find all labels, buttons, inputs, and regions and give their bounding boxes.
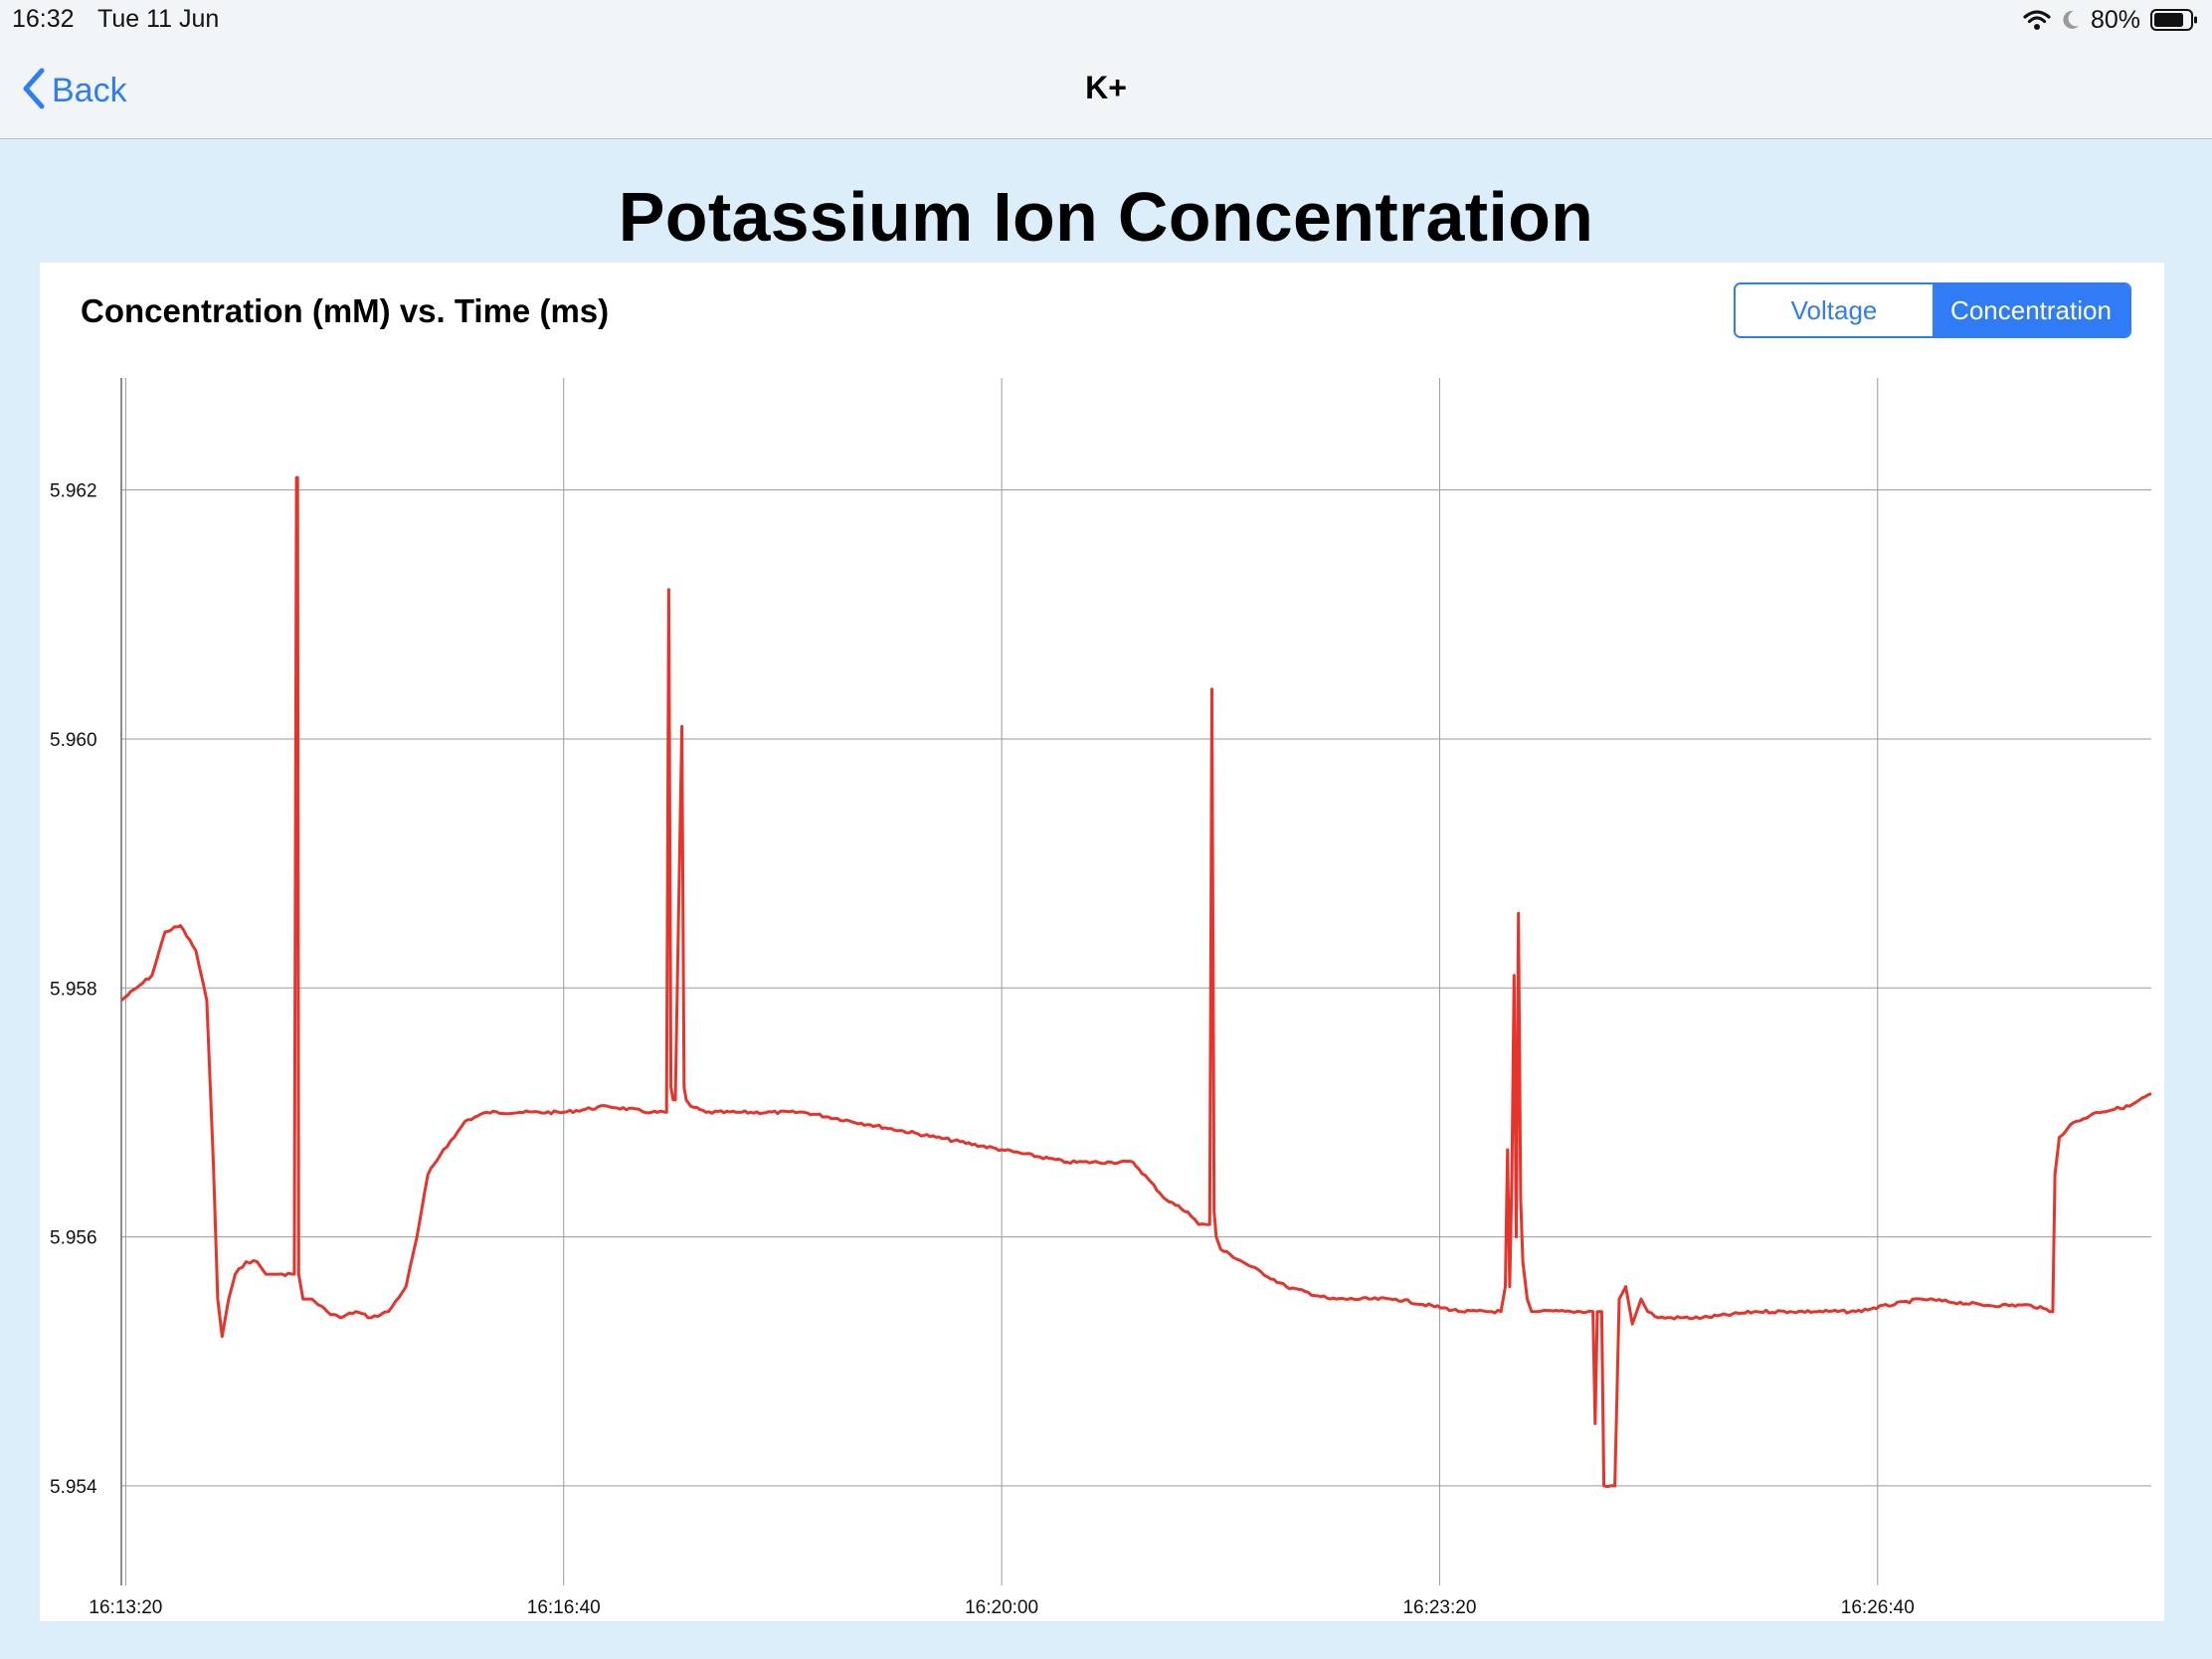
y-tick-label: 5.954 <box>50 1477 97 1498</box>
view-segmented-control[interactable]: Voltage Concentration <box>1734 282 2131 338</box>
y-tick-label: 5.956 <box>50 1228 97 1249</box>
concentration-chart: 5.954 5.956 5.958 5.960 5.962 16:13:20 16:16:… <box>50 378 2152 1618</box>
status-date: Tue 11 Jun <box>97 5 220 33</box>
y-tick-label: 5.958 <box>50 979 97 1000</box>
y-tick-label: 5.962 <box>50 481 97 502</box>
x-tick-label: 16:16:40 <box>527 1597 601 1618</box>
y-tick-label: 5.960 <box>50 730 97 751</box>
x-tick-label: 16:23:20 <box>1402 1597 1476 1618</box>
back-label: Back <box>52 71 127 109</box>
chevron-left-icon <box>22 67 46 115</box>
status-time: 16:32 <box>12 5 75 33</box>
series-line-0 <box>120 475 2152 1489</box>
navigation-bar: Back K+ <box>0 40 2212 139</box>
x-tick-label: 16:13:20 <box>89 1597 162 1618</box>
moon-icon <box>2061 9 2081 31</box>
chart-title: Concentration (mM) vs. Time (ms) <box>81 292 610 329</box>
chart-series <box>120 475 2152 1489</box>
x-tick-label: 16:26:40 <box>1841 1597 1915 1618</box>
segment-voltage[interactable]: Voltage <box>1736 284 1933 336</box>
back-button[interactable]: Back <box>22 66 127 115</box>
wifi-icon <box>2023 9 2051 31</box>
y-axis-ticks: 5.954 5.956 5.958 5.960 5.962 <box>50 481 97 1498</box>
x-axis-ticks: 16:13:20 16:16:40 16:20:00 16:23:20 16:26:40 <box>89 1597 1914 1618</box>
page-title: Potassium Ion Concentration <box>618 178 1594 256</box>
status-bar: 16:32 Tue 11 Jun 80% <box>0 0 2212 40</box>
chart-grid <box>121 378 2151 1585</box>
nav-title: K+ <box>1085 70 1127 105</box>
x-tick-label: 16:20:00 <box>965 1597 1038 1618</box>
battery-icon <box>2150 9 2198 31</box>
battery-percent: 80% <box>2090 5 2140 34</box>
segment-concentration[interactable]: Concentration <box>1933 284 2129 336</box>
status-indicators: 80% <box>2023 4 2198 36</box>
chart-card: 5.954 5.956 5.958 5.960 5.962 16:13:20 16:16:… <box>40 263 2164 1621</box>
